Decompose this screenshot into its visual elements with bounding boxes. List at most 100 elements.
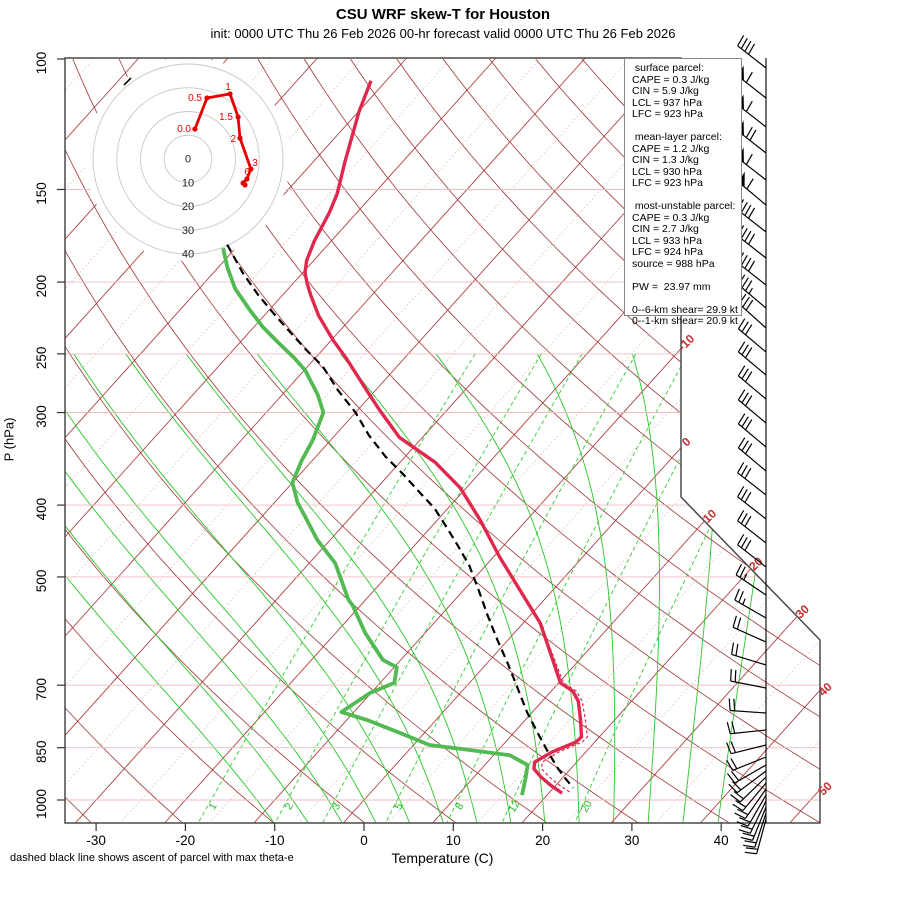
barb-feather [747, 207, 756, 219]
barb-shaft [730, 709, 767, 714]
mixing-ratio-line [197, 353, 476, 823]
barb-feather [737, 35, 745, 47]
barb-feather [740, 37, 748, 49]
hodograph-point [242, 182, 248, 188]
y-axis-label: P (hPa) [1, 417, 17, 462]
barb-feather [732, 780, 742, 791]
pressure-tick-label: 500 [34, 570, 49, 593]
barb-feather [745, 847, 758, 850]
barb-feather [728, 698, 731, 711]
dry-adiabat [65, 58, 457, 823]
barb-feather [744, 395, 753, 407]
moist-adiabat [65, 353, 343, 823]
barb-shaft [754, 812, 767, 848]
moist-adiabat [73, 353, 410, 823]
barb-feather [734, 812, 746, 820]
barb-shaft [747, 794, 767, 827]
barb-feather [747, 233, 756, 245]
pressure-tick-label: 300 [34, 405, 49, 428]
mixing-ratio-labels: 1 2 3 5 8 12 20 [206, 798, 595, 814]
barb-feather [744, 324, 753, 336]
moist-adiabat [185, 353, 478, 823]
mixing-ratio-line [274, 353, 542, 823]
barb-feather [748, 287, 753, 295]
parcel-info-box: surface parcel: CAPE = 0.3 J/kg CIN = 5.… [624, 58, 742, 327]
barb-shaft [730, 680, 767, 689]
dry-adiabat [65, 58, 548, 823]
dry-adiabat [303, 58, 820, 823]
barb-feather [739, 566, 746, 578]
barb-feather [740, 512, 748, 524]
barb-shaft [737, 472, 767, 496]
hodograph-point [192, 126, 198, 132]
barb-feather [741, 321, 749, 333]
barb-feather [734, 669, 737, 683]
mixing-ratio-label: 5 [392, 801, 405, 812]
barb-feather [734, 588, 740, 601]
barb-feather [737, 534, 745, 546]
barb-feather [730, 758, 738, 770]
barb-feather [728, 783, 738, 794]
hodograph-center-label: 0 [185, 154, 191, 166]
dry-adiabat [442, 58, 820, 823]
moist-adiabat [536, 353, 616, 823]
barb-feather [741, 392, 749, 404]
barb-feather [737, 808, 749, 816]
barb-feather [735, 563, 742, 576]
barb-feather [741, 344, 749, 356]
hodograph-height-label: 1 [225, 82, 231, 93]
barb-feather [740, 201, 748, 213]
barb-shaft [734, 599, 767, 619]
isotherm-minor [566, 58, 820, 823]
barb-feather [737, 389, 746, 401]
barb-feather [737, 318, 746, 330]
barb-feather [735, 800, 747, 808]
barb-feather [732, 803, 744, 812]
mixing-ratio-label: 3 [330, 801, 343, 812]
barb-feather [744, 371, 753, 383]
barb-feather [735, 643, 739, 656]
barb-feather [744, 204, 752, 216]
isotherm [342, 58, 820, 823]
hodograph-ring-label: 20 [182, 201, 194, 213]
barb-feather [740, 464, 748, 476]
mixing-ratio-label: 20 [579, 798, 595, 814]
parcel-footnote: dashed black line shows ascent of parcel… [10, 852, 294, 864]
barb-feather [745, 153, 753, 165]
barb-feather [737, 341, 746, 353]
barb-shaft [737, 209, 767, 233]
dry-adiabat [65, 58, 274, 823]
mixing-ratio-label: 1 [206, 801, 219, 812]
barb-shaft [739, 776, 767, 803]
temperature-tick-label: 30 [624, 833, 639, 848]
barb-feather [726, 773, 736, 784]
barb-shaft [738, 328, 767, 353]
barb-feather [742, 832, 755, 837]
dry-adiabat [489, 58, 820, 823]
barb-feather [733, 698, 736, 711]
isotherm-minor [655, 58, 820, 823]
barb-feather [742, 296, 750, 308]
pressure-tick-label: 250 [34, 347, 49, 370]
barb-feather [746, 178, 754, 190]
barb-feather [726, 759, 734, 771]
barb-feather [737, 365, 746, 377]
dry-adiabat [65, 58, 730, 823]
barb-shaft [737, 544, 767, 568]
moist-adiabat [65, 353, 377, 823]
barb-shaft [738, 351, 767, 376]
temperature-tick-label: 0 [360, 833, 368, 848]
isotherm [700, 58, 820, 823]
barb-feather [736, 617, 742, 630]
barb-shaft [731, 653, 767, 666]
temperature-curve [303, 80, 584, 795]
isotherm-edge-label: -10 [675, 331, 697, 353]
barb-feather [738, 817, 751, 823]
barb-feather [726, 742, 732, 754]
isotherm-minor [65, 58, 720, 823]
wind-barbs [726, 35, 767, 855]
barb-shaft [737, 235, 767, 259]
isotherm [610, 58, 820, 823]
isotherm-minor [387, 58, 820, 823]
